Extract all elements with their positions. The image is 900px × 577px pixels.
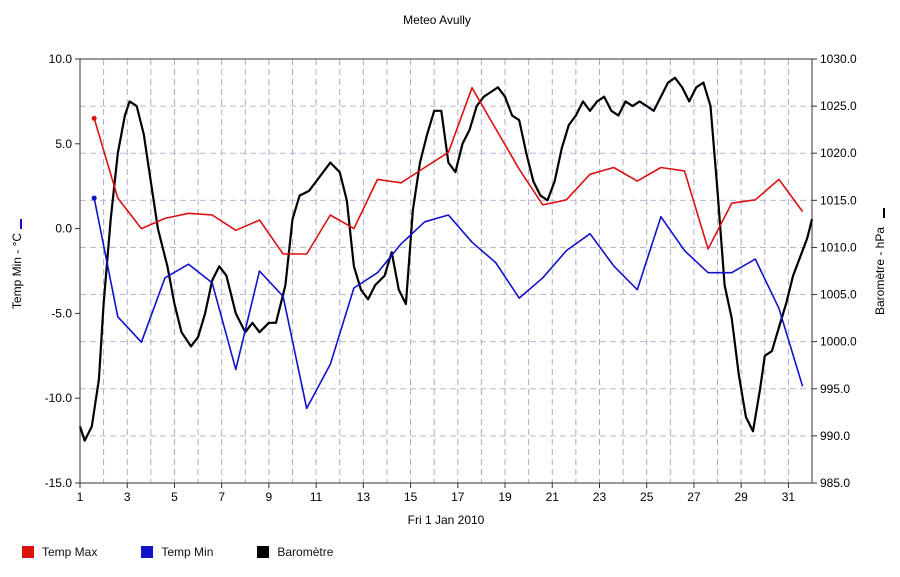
legend-label-barometre: Baromètre [277,545,334,559]
y-tick-label-right: 1015.0 [820,193,857,207]
x-tick-label: 25 [640,490,654,504]
x-tick-label: 17 [451,490,465,504]
y-axis-title-left: Temp Min - °C [10,233,24,309]
y-tick-label-right: 1000.0 [820,335,857,349]
x-tick-label: 13 [357,490,371,504]
x-tick-label: 23 [593,490,607,504]
series-start-point-temp-min [91,195,97,201]
y-tick-label-right: 1005.0 [820,288,857,302]
legend-item-temp-min: Temp Min [141,545,213,559]
y-tick-label-right: 990.0 [820,429,850,443]
y-tick-label-left: -10.0 [45,391,73,405]
x-tick-label: 31 [782,490,796,504]
legend-label-temp-max: Temp Max [42,545,98,559]
x-tick-label: 27 [687,490,701,504]
y-axis-title-right: Baromètre - hPa [873,227,887,315]
legend-item-temp-max: Temp Max [22,545,97,559]
chart-title: Meteo Avully [403,13,471,27]
x-tick-label: 9 [266,490,273,504]
legend: Temp Max Temp Min Baromètre [22,545,377,559]
x-tick-label: 1 [77,490,84,504]
y-tick-label-left: 5.0 [55,137,72,151]
x-tick-label: 7 [218,490,225,504]
series-layer [78,76,814,442]
plot-frame [79,58,813,484]
y-tick-label-right: 985.0 [820,476,850,490]
legend-label-temp-min: Temp Min [161,545,214,559]
legend-item-barometre: Baromètre [257,545,333,559]
y-tick-label-right: 1030.0 [820,52,857,66]
legend-swatch-temp-max [22,546,34,558]
grid [80,59,812,483]
y-tick-label-right: 1025.0 [820,99,857,113]
x-tick-label: 21 [546,490,560,504]
x-tick-label: 11 [310,490,323,504]
x-tick-label: 5 [171,490,178,504]
y-tick-label-left: 0.0 [55,222,72,236]
legend-swatch-temp-min [141,546,154,558]
series-line-temp-min [93,197,804,410]
x-tick-label: 15 [404,490,418,504]
x-tick-label: 3 [124,490,131,504]
y-tick-label-right: 995.0 [820,382,850,396]
y-tick-label-right: 1020.0 [820,146,857,160]
x-tick-label: 29 [734,490,748,504]
series-start-point-temp-max [91,115,97,121]
x-tick-label: 19 [498,490,512,504]
ticks: 1 3 5 7 9 11 13 15 17 19 21 23 25 27 29 3110.05.00.0-5.… [20,52,885,504]
y-tick-label-right: 1010.0 [820,240,857,254]
legend-swatch-barometre [257,546,270,558]
y-tick-label-left: -15.0 [45,476,73,490]
x-axis-title: Fri 1 Jan 2010 [408,513,485,527]
series-line-temp-max [93,87,804,255]
y-tick-label-left: 10.0 [49,52,73,66]
y-tick-label-left: -5.0 [51,306,72,320]
series-line-barom-tre [78,76,814,442]
